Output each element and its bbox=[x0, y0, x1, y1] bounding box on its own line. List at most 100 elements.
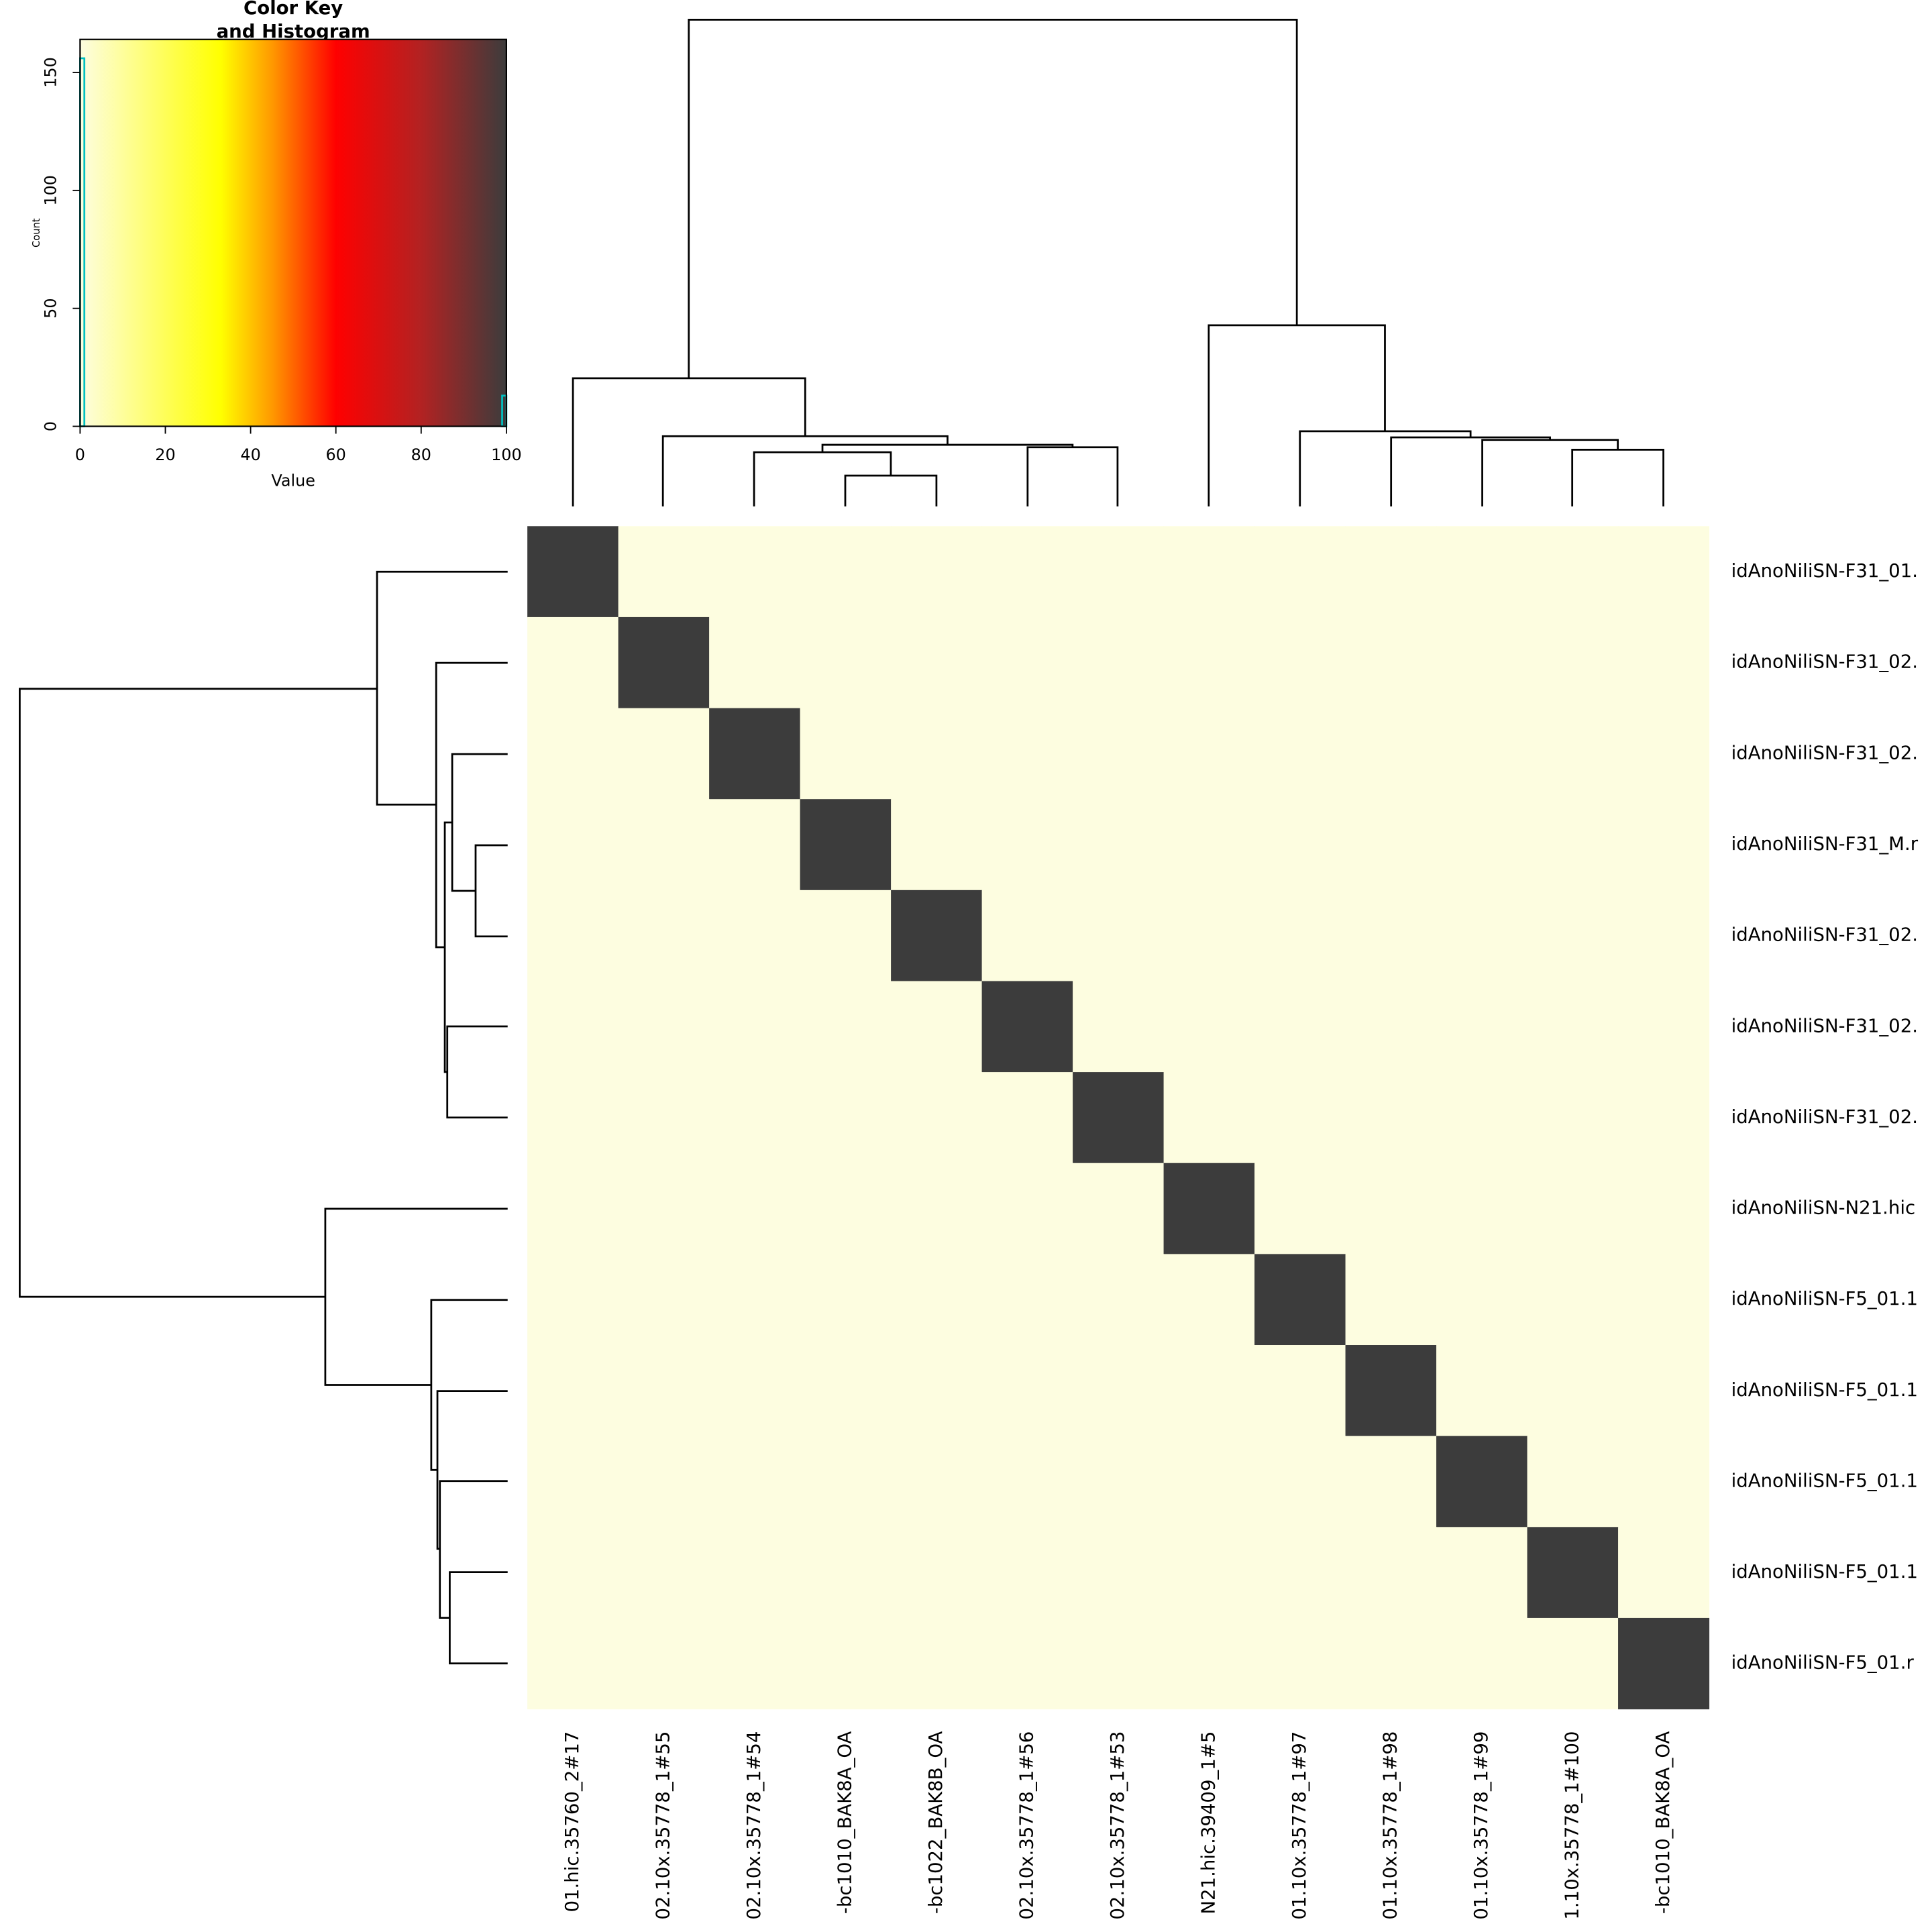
heatmap-cell bbox=[891, 1163, 983, 1254]
heatmap-cell bbox=[800, 1436, 892, 1527]
heatmap-cell bbox=[1345, 1617, 1437, 1710]
y-tick-label: 100 bbox=[42, 175, 60, 206]
heatmap-cell bbox=[709, 1163, 801, 1254]
heatmap-cell bbox=[1073, 1345, 1165, 1437]
heatmap-cell bbox=[891, 799, 983, 891]
column-label: 02.10x.35778_1#54 bbox=[743, 1731, 765, 1920]
row-label: idAnoNiliSN-F31_02. bbox=[1731, 1015, 1918, 1036]
heatmap-cell bbox=[981, 1527, 1073, 1619]
column-label: -bc1010_BAK8A_OA bbox=[1652, 1731, 1674, 1914]
heatmap-cell bbox=[618, 1072, 710, 1164]
heatmap-cell bbox=[1345, 799, 1437, 891]
heatmap-cell bbox=[527, 1527, 619, 1619]
heatmap-cell bbox=[1073, 1254, 1165, 1346]
heatmap-cell bbox=[709, 1345, 801, 1437]
heatmap-cell bbox=[981, 981, 1073, 1073]
heatmap-cell bbox=[981, 1617, 1073, 1710]
heatmap-cell bbox=[1527, 1345, 1619, 1437]
x-tick-label: 60 bbox=[326, 445, 346, 464]
heatmap-cell bbox=[1436, 799, 1528, 891]
column-label: 02.10x.35778_1#53 bbox=[1107, 1731, 1128, 1920]
heatmap-cell bbox=[709, 890, 801, 982]
heatmap-cell bbox=[527, 1617, 619, 1710]
heatmap-cell bbox=[1163, 799, 1255, 891]
heatmap-cell bbox=[1163, 1345, 1255, 1437]
x-axis-label: Value bbox=[271, 472, 315, 490]
heatmap-cell bbox=[1436, 1163, 1528, 1254]
heatmap-cell bbox=[891, 708, 983, 800]
y-tick-label: 50 bbox=[42, 298, 60, 318]
heatmap-cell bbox=[1254, 981, 1346, 1073]
heatmap-cell bbox=[527, 1163, 619, 1254]
heatmap-cell bbox=[1345, 616, 1437, 709]
heatmap-cell bbox=[1163, 1163, 1255, 1254]
heatmap-cell bbox=[981, 1436, 1073, 1527]
heatmap-cell bbox=[618, 981, 710, 1073]
heatmap-cell bbox=[1254, 1436, 1346, 1527]
heatmap-cell bbox=[618, 616, 710, 709]
heatmap-cell bbox=[1618, 708, 1710, 800]
y-tick-label: 0 bbox=[42, 421, 60, 431]
heatmap-cell bbox=[709, 1436, 801, 1527]
column-label: 02.10x.35778_1#56 bbox=[1016, 1731, 1037, 1920]
heatmap-cell bbox=[1163, 526, 1255, 618]
heatmap-cell bbox=[1527, 1072, 1619, 1164]
row-dendrogram bbox=[19, 570, 508, 1664]
column-label: 01.10x.35778_1#99 bbox=[1470, 1731, 1492, 1920]
heatmap-cell bbox=[1345, 526, 1437, 618]
heatmap-cell bbox=[1163, 616, 1255, 709]
row-label: idAnoNiliSN-F5_01.1 bbox=[1731, 1561, 1918, 1582]
row-label: idAnoNiliSN-F5_01.1 bbox=[1731, 1470, 1918, 1491]
heatmap-cell bbox=[891, 981, 983, 1073]
heatmap-cell bbox=[1618, 799, 1710, 891]
heatmap-cell bbox=[891, 890, 983, 982]
heatmap-cell bbox=[1618, 981, 1710, 1073]
heatmap-cell bbox=[1163, 1436, 1255, 1527]
heatmap-cell bbox=[1254, 890, 1346, 982]
heatmap-cell bbox=[891, 1527, 983, 1619]
heatmap-cell bbox=[1073, 526, 1165, 618]
heatmap-cell bbox=[981, 616, 1073, 709]
heatmap-cell bbox=[527, 1436, 619, 1527]
column-label: 01.10x.35778_1#98 bbox=[1379, 1731, 1401, 1920]
heatmap-cell bbox=[1163, 981, 1255, 1073]
heatmap-cell bbox=[1527, 1527, 1619, 1619]
heatmap-cell bbox=[709, 981, 801, 1073]
y-axis-label: Count bbox=[31, 218, 42, 248]
heatmap-cell bbox=[1254, 708, 1346, 800]
heatmap-cell bbox=[1254, 1527, 1346, 1619]
heatmap-cell bbox=[1436, 526, 1528, 618]
row-label: idAnoNiliSN-F31_02. bbox=[1731, 651, 1918, 673]
heatmap-cell bbox=[1527, 526, 1619, 618]
heatmap-cell bbox=[981, 708, 1073, 800]
heatmap-cell bbox=[891, 616, 983, 709]
heatmap-cell bbox=[800, 708, 892, 800]
heatmap-cell bbox=[1345, 1527, 1437, 1619]
heatmap-cell bbox=[1345, 1436, 1437, 1527]
heatmap-cell bbox=[1073, 1617, 1165, 1710]
heatmap-cell bbox=[800, 1254, 892, 1346]
heatmap-cell bbox=[1163, 708, 1255, 800]
column-label: N21.hic.39409_1#5 bbox=[1197, 1731, 1219, 1915]
heatmap-cell bbox=[618, 1617, 710, 1710]
heatmap-cell bbox=[1618, 616, 1710, 709]
heatmap-cell bbox=[1436, 1436, 1528, 1527]
heatmap-cell bbox=[1527, 890, 1619, 982]
heatmap-cell bbox=[891, 1617, 983, 1710]
heatmap-cell bbox=[891, 1436, 983, 1527]
heatmap-cell bbox=[1527, 1254, 1619, 1346]
heatmap-cell bbox=[1254, 799, 1346, 891]
heatmap-cell bbox=[618, 1436, 710, 1527]
heatmap-cell bbox=[981, 526, 1073, 618]
heatmap-cell bbox=[1345, 1163, 1437, 1254]
heatmap-cell bbox=[618, 1254, 710, 1346]
column-label: 1.10x.35778_1#100 bbox=[1561, 1731, 1582, 1920]
heatmap-cell bbox=[1254, 1617, 1346, 1710]
x-tick-label: 40 bbox=[240, 445, 260, 464]
row-label: idAnoNiliSN-F31_M.r bbox=[1731, 833, 1919, 855]
heatmap-cell bbox=[800, 981, 892, 1073]
heatmap-cell bbox=[800, 799, 892, 891]
x-tick-label: 100 bbox=[491, 445, 522, 464]
heatmap-cell bbox=[800, 1345, 892, 1437]
